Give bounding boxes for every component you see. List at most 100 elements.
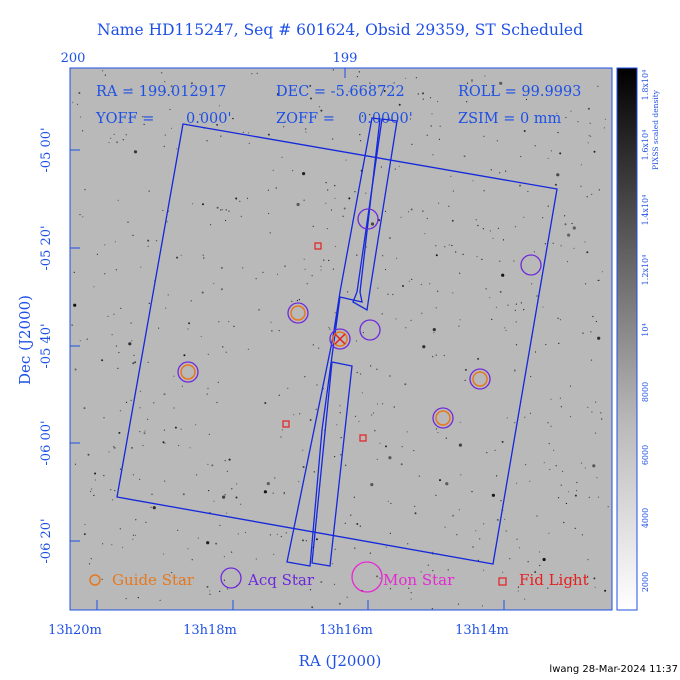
sky-star-dot — [513, 260, 515, 262]
sky-star-dot — [586, 583, 589, 585]
sky-star-dot — [231, 488, 233, 490]
sky-star-dot — [501, 273, 505, 277]
sky-star-dot — [410, 592, 412, 594]
sky-star-dot — [76, 103, 79, 105]
sky-star-dot — [509, 558, 511, 560]
sky-star-dot — [348, 90, 350, 92]
sky-star-dot — [576, 481, 578, 484]
sky-star-dot — [486, 452, 488, 454]
guide-star-marker — [332, 331, 348, 347]
sky-star-dot — [155, 240, 158, 242]
sky-star-dot — [547, 587, 549, 589]
sky-star-dot — [514, 226, 517, 228]
sky-star-dot — [377, 287, 379, 289]
sky-star-dot — [393, 82, 395, 84]
sky-star-dot — [556, 112, 558, 114]
sky-star-dot — [475, 530, 477, 532]
sky-star-dot — [406, 431, 408, 433]
sky-star-dot — [572, 579, 575, 581]
sky-star-dot — [448, 205, 450, 207]
sky-star-dot — [166, 221, 168, 223]
fid-light-marker — [314, 242, 322, 250]
sky-star-dot — [255, 558, 257, 560]
sky-star-dot — [173, 407, 175, 409]
acq-star-marker — [177, 361, 199, 383]
colorbar-tick: 8000 — [641, 382, 650, 402]
sky-star-dot — [470, 122, 472, 124]
sky-star-dot — [519, 184, 521, 187]
sky-star-dot — [361, 115, 364, 117]
sky-star-dot — [370, 483, 374, 487]
sky-star-dot — [549, 468, 551, 471]
sky-star-dot — [356, 254, 358, 256]
sky-star-dot — [597, 279, 599, 281]
sky-star-dot — [163, 429, 165, 431]
yoff-value: 0.000' — [186, 111, 232, 127]
sky-star-dot — [91, 488, 93, 490]
sky-star-dot — [432, 356, 434, 358]
sky-star-dot — [133, 150, 138, 154]
detector-apertures — [116, 117, 558, 567]
sky-star-dot — [231, 551, 233, 553]
sky-star-dot — [111, 544, 113, 546]
sky-star-dot — [382, 255, 384, 257]
sky-star-dot — [240, 215, 242, 217]
colorbar-label: PIXSS scaled density — [651, 89, 660, 170]
sky-star-dot — [104, 244, 106, 246]
sky-star-dot — [544, 243, 547, 245]
sky-star-dot — [226, 470, 228, 472]
sky-star-dot — [387, 500, 389, 502]
sky-star-dot — [275, 187, 277, 189]
sky-star-dot — [132, 362, 135, 365]
sky-star-dot — [527, 561, 529, 563]
sky-star-dot — [529, 480, 531, 482]
sky-star-dot — [113, 133, 115, 135]
sky-star-dot — [584, 241, 586, 243]
sky-star-dot — [217, 381, 219, 383]
sky-star-dot — [140, 266, 142, 268]
sky-star-dot — [422, 210, 424, 212]
sky-star-dot — [144, 430, 146, 432]
y-tick-5: -06 20' — [39, 518, 54, 563]
sky-star-dot — [369, 114, 371, 116]
sky-star-dot — [247, 348, 249, 350]
sky-star-dot — [543, 462, 545, 464]
sky-star-dot — [369, 552, 371, 554]
sky-star-dot — [393, 406, 395, 408]
sky-star-dot — [131, 446, 133, 449]
sky-star-dot — [276, 273, 279, 275]
sky-star-dot — [93, 494, 95, 496]
sky-star-dot — [228, 458, 231, 461]
sky-star-dot — [490, 169, 492, 171]
sky-star-dot — [515, 321, 517, 323]
sky-star-dot — [268, 212, 270, 215]
sky-star-dot — [177, 529, 179, 531]
sky-star-dot — [388, 456, 392, 460]
sky-star-dot — [587, 406, 589, 408]
sky-star-dot — [334, 185, 336, 187]
sky-star-dot — [311, 275, 313, 277]
sky-star-dot — [592, 315, 594, 318]
sky-star-dot — [504, 327, 506, 329]
sky-star-dot — [332, 69, 334, 71]
sky-star-dot — [384, 210, 387, 212]
sky-star-dot — [499, 81, 503, 85]
sky-star-dot — [554, 183, 557, 186]
sky-star-dot — [359, 85, 361, 87]
sky-star-dot — [209, 593, 211, 595]
sky-star-dot — [313, 471, 315, 473]
sky-star-dot — [411, 143, 413, 145]
y-axis-label: Dec (J2000) — [16, 295, 34, 385]
sky-star-dot — [450, 175, 452, 177]
sky-star-dot — [211, 464, 214, 467]
sky-star-dot — [573, 247, 575, 249]
sky-star-dot — [587, 575, 589, 578]
sky-star-dot — [350, 514, 352, 516]
sky-star-dot — [330, 209, 333, 211]
sky-star-dot — [339, 405, 341, 407]
sky-star-dot — [565, 502, 568, 505]
sky-star-dot — [534, 351, 537, 353]
sky-star-dot — [303, 199, 305, 201]
sky-star-dot — [452, 292, 454, 294]
sky-star-dot — [476, 256, 478, 258]
